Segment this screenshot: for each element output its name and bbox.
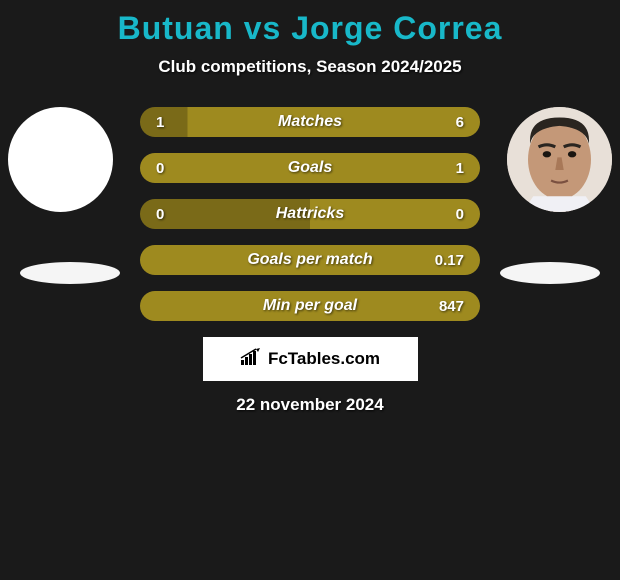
stat-left-value: 0 [156,160,164,177]
subtitle: Club competitions, Season 2024/2025 [0,57,620,77]
stat-label: Matches [140,113,480,131]
page-title: Butuan vs Jorge Correa [0,0,620,47]
watermark-text: FcTables.com [268,349,380,369]
stat-left-value: 0 [156,206,164,223]
stat-label: Goals per match [140,251,480,269]
stat-label: Hattricks [140,205,480,223]
stat-right-value: 6 [456,114,464,131]
player-left-avatar [8,107,113,212]
stat-label: Min per goal [140,297,480,315]
stat-right-value: 0.17 [435,252,464,269]
stat-right-value: 847 [439,298,464,315]
player-right-face-icon [507,107,612,212]
stat-bar: Min per goal 847 [140,291,480,321]
stat-label: Goals [140,159,480,177]
stat-bar: 1 Matches 6 [140,107,480,137]
watermark[interactable]: FcTables.com [203,337,418,381]
stat-bar: 0 Hattricks 0 [140,199,480,229]
stat-left-value: 1 [156,114,164,131]
stat-bars: 1 Matches 6 0 Goals 1 0 Hattricks 0 Goal… [140,107,480,321]
root-container: Butuan vs Jorge Correa Club competitions… [0,0,620,580]
shadow-left-ellipse [20,262,120,284]
date-text: 22 november 2024 [0,395,620,415]
stat-right-value: 1 [456,160,464,177]
player-right-avatar [507,107,612,212]
stat-bar: 0 Goals 1 [140,153,480,183]
stat-bar: Goals per match 0.17 [140,245,480,275]
stat-right-value: 0 [456,206,464,223]
chart-icon [240,348,262,371]
shadow-right-ellipse [500,262,600,284]
stats-area: 1 Matches 6 0 Goals 1 0 Hattricks 0 Goal… [0,107,620,415]
